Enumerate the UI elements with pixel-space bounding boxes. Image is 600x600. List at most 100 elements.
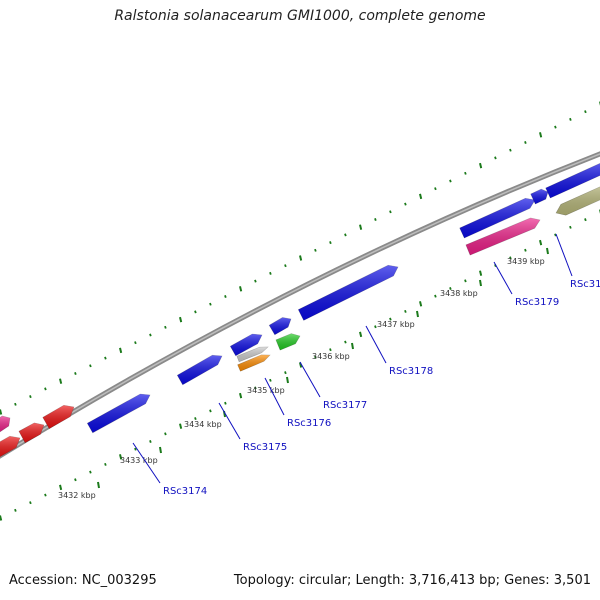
- outer-scale-dot: [494, 156, 497, 160]
- outer-scale-dot: [524, 141, 527, 144]
- scale-tick-mark: [159, 446, 162, 454]
- outer-scale-dot: [239, 286, 243, 292]
- inner-scale-dot: [434, 294, 437, 298]
- outer-scale-dot: [479, 162, 483, 169]
- gene-leader-line: [132, 442, 161, 484]
- outer-scale-dot: [59, 378, 63, 384]
- outer-scale-dot: [179, 316, 183, 323]
- inner-scale-dot: [389, 317, 392, 321]
- outer-scale-dot: [569, 117, 572, 121]
- outer-scale-dot: [224, 295, 227, 298]
- outer-scale-dot: [269, 271, 272, 275]
- inner-scale-dot: [254, 386, 257, 390]
- inner-scale-dot: [374, 325, 377, 329]
- gene-rsc3177-shading: [275, 333, 300, 351]
- gene-rsc3176-gray-shading: [236, 347, 268, 362]
- inner-scale-dot: [89, 470, 92, 474]
- inner-scale-dot: [314, 355, 317, 359]
- outer-scale-dot: [509, 148, 512, 152]
- gene-label[interactable]: RSc3180: [570, 279, 600, 290]
- inner-scale-dot: [359, 331, 363, 338]
- accession-text: Accession: NC_003295: [9, 573, 157, 588]
- gene-label[interactable]: RSc3176: [287, 418, 331, 429]
- gene-leader-line: [493, 261, 513, 295]
- scale-tick-mark: [479, 279, 482, 287]
- outer-scale-dot: [44, 387, 47, 391]
- scale-tick-mark: [97, 481, 100, 489]
- outer-scale-dot: [119, 347, 123, 354]
- outer-scale-dot: [344, 233, 347, 237]
- outer-scale-dot: [359, 224, 363, 230]
- inner-scale-dot: [224, 401, 227, 405]
- inner-scale-dot: [29, 501, 32, 505]
- gene-red-shading: [18, 422, 44, 443]
- outer-scale-dot: [134, 341, 137, 345]
- gene-label[interactable]: RSc3174: [163, 486, 207, 497]
- gene-blue-shading: [545, 163, 600, 198]
- inner-scale-dot: [104, 462, 107, 466]
- outer-scale-dot: [374, 218, 377, 221]
- inner-scale-dot: [44, 493, 47, 497]
- inner-scale-dot: [0, 515, 3, 521]
- genome-summary-text: Topology: circular; Length: 3,716,413 bp…: [233, 573, 591, 588]
- gene-leader-line: [555, 233, 573, 277]
- scale-tick-label: 3438 kbp: [440, 289, 478, 298]
- gene-rsc3178-shading: [298, 265, 398, 321]
- outer-scale-dot: [449, 179, 452, 183]
- outer-scale-dot: [194, 310, 197, 314]
- inner-scale-dot: [119, 454, 123, 460]
- outer-scale-dot: [299, 255, 303, 261]
- outer-scale-dot: [74, 372, 77, 375]
- outer-scale-dot: [539, 132, 543, 138]
- gene-blue-shading: [269, 317, 291, 335]
- inner-scale-dot: [569, 225, 572, 229]
- gene-red-shading: [42, 405, 74, 429]
- inner-scale-dot: [524, 248, 527, 252]
- gene-red-shading: [0, 436, 20, 457]
- outer-scale-dot: [329, 241, 332, 245]
- inner-scale-dot: [449, 287, 452, 290]
- outer-scale-dot: [104, 356, 107, 360]
- scale-tick-label: 3432 kbp: [58, 491, 96, 500]
- scale-tick-label: 3437 kbp: [377, 320, 415, 329]
- scale-tick-mark: [416, 310, 419, 318]
- outer-scale-dot: [554, 125, 557, 129]
- inner-scale-dot: [404, 309, 407, 313]
- inner-scale-dot: [209, 409, 212, 413]
- gene-blue-shading: [230, 334, 262, 356]
- inner-scale-dot: [539, 239, 543, 246]
- inner-scale-dot: [14, 508, 17, 512]
- scale-tick-label: 3434 kbp: [184, 420, 222, 429]
- gene-label[interactable]: RSc3179: [515, 297, 559, 308]
- gene-rsc3176-shading: [237, 354, 270, 372]
- outer-scale-dot: [284, 264, 287, 268]
- inner-scale-dot: [164, 432, 167, 436]
- inner-scale-dot: [74, 478, 77, 482]
- map-title: Ralstonia solanacearum GMI1000, complete…: [114, 8, 486, 24]
- gene-label[interactable]: RSc3178: [389, 366, 433, 377]
- gene-label[interactable]: RSc3177: [323, 400, 367, 411]
- inner-scale-dot: [134, 447, 137, 451]
- inner-scale-dot: [584, 218, 587, 222]
- outer-scale-dot: [314, 248, 317, 252]
- outer-scale-dot: [14, 402, 17, 406]
- genome-backbone: [0, 151, 600, 459]
- outer-scale-dot: [164, 325, 167, 329]
- gene-leader-line: [299, 361, 321, 398]
- gene-label[interactable]: RSc3175: [243, 442, 287, 453]
- scale-tick-label: 3435 kbp: [247, 386, 285, 395]
- gene-blue-shading: [459, 198, 535, 238]
- inner-scale-dot: [509, 256, 512, 260]
- gene-rsc3174-shading: [87, 394, 150, 433]
- outer-scale-dot: [404, 202, 407, 206]
- outer-scale-dot: [389, 210, 392, 214]
- inner-scale-dot: [344, 340, 347, 344]
- inner-scale-dot: [179, 423, 183, 429]
- genome-backbone-highlight: [0, 153, 600, 457]
- outer-scale-dot: [89, 364, 92, 368]
- gene-magenta-shading: [0, 416, 10, 432]
- inner-scale-dot: [284, 371, 287, 375]
- inner-scale-dot: [269, 378, 272, 382]
- scale-tick-mark: [286, 376, 289, 384]
